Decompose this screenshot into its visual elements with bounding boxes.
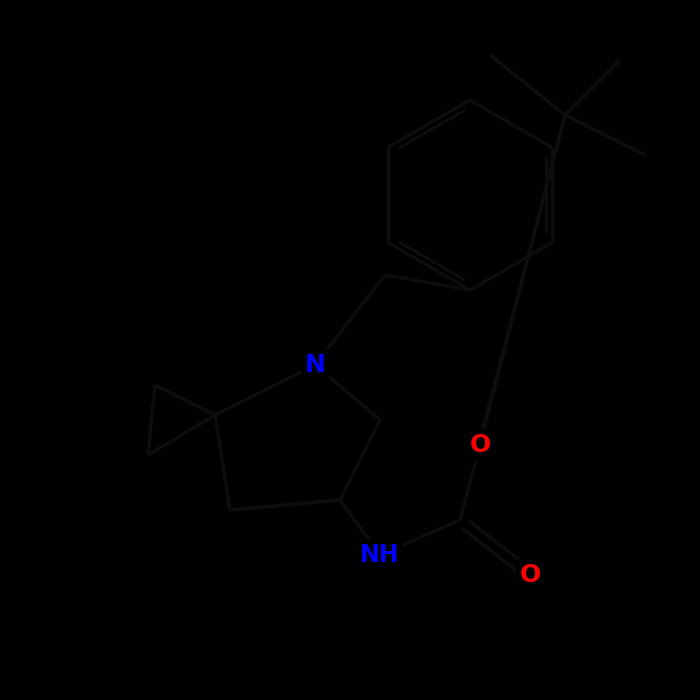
Text: N: N bbox=[304, 353, 326, 377]
Text: NH: NH bbox=[360, 543, 400, 567]
Text: O: O bbox=[470, 433, 491, 457]
Text: O: O bbox=[519, 563, 540, 587]
